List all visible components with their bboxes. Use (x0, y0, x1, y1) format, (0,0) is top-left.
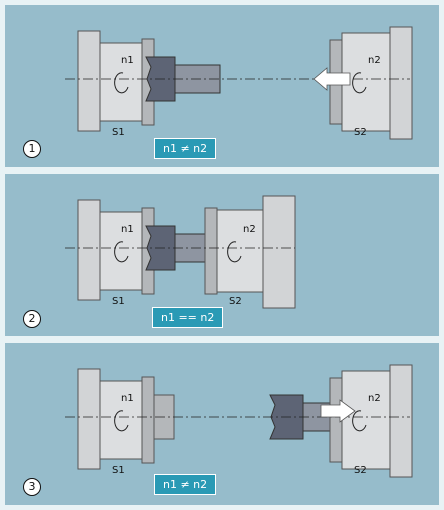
speed-label-right: n2 (368, 55, 381, 66)
step-number-3: 3 (23, 478, 41, 496)
speed-label-left: n1 (121, 224, 134, 235)
spindle-label-left: S1 (112, 465, 125, 476)
step-number-1: 1 (23, 140, 41, 158)
spindle-label-right: S2 (354, 127, 367, 138)
step-1-illustration (65, 26, 413, 140)
step-3-illustration (65, 364, 413, 478)
spindle-label-left: S1 (112, 127, 125, 138)
step-panel-2: n1 n2 S1 S2 2 n1 == n2 (5, 174, 439, 336)
speed-label-left: n1 (121, 55, 134, 66)
speed-relation-box: n1 == n2 (152, 307, 224, 328)
spindle-label-left: S1 (112, 296, 125, 307)
speed-label-right: n2 (243, 224, 256, 235)
step-number-2: 2 (23, 310, 41, 328)
speed-relation-box: n1 ≠ n2 (154, 138, 217, 159)
speed-label-left: n1 (121, 393, 134, 404)
speed-relation-box: n1 ≠ n2 (154, 474, 217, 495)
step-2-illustration (65, 195, 296, 309)
step-panel-3: n1 n2 S1 S2 3 n1 ≠ n2 (5, 343, 439, 505)
step-panel-1: n1 n2 S1 S2 1 n1 ≠ n2 (5, 5, 439, 167)
spindle-label-right: S2 (229, 296, 242, 307)
speed-label-right: n2 (368, 393, 381, 404)
spindle-label-right: S2 (354, 465, 367, 476)
